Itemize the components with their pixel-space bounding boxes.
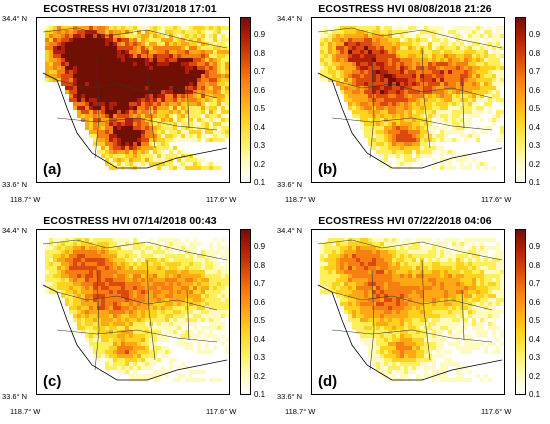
lat-bottom-label: 33.6° N	[2, 392, 28, 401]
lon-right-label: 117.6° W	[481, 407, 512, 416]
panel-label: (d)	[316, 373, 340, 390]
panel-a: ECOSTRESS HVI 07/31/2018 17:01 (a) 34.4°…	[0, 0, 275, 212]
colorbar-tick-label: 0.2	[529, 159, 541, 169]
colorbar-tick-label: 0.8	[254, 48, 266, 58]
lon-right-label: 117.6° W	[481, 195, 512, 204]
panel-label: (b)	[316, 161, 340, 178]
lat-top-label: 34.4° N	[277, 14, 303, 23]
colorbar	[240, 229, 251, 395]
colorbar	[240, 17, 251, 183]
colorbar-tick-label: 0.1	[254, 390, 266, 399]
colorbar-tick-label: 0.2	[254, 159, 266, 169]
panel-label: (c)	[41, 373, 64, 390]
colorbar-tick-label: 0.9	[254, 30, 266, 40]
panel-title: ECOSTRESS HVI 08/08/2018 21:26	[318, 3, 492, 15]
panel-b: ECOSTRESS HVI 08/08/2018 21:26 (b) 34.4°…	[275, 0, 550, 212]
map-c: (c)	[36, 229, 230, 395]
colorbar-tick-label: 0.7	[529, 67, 541, 77]
colorbar-tick-label: 0.8	[529, 260, 541, 270]
colorbar-tick-label: 0.2	[254, 371, 266, 381]
colorbar-tick-label: 0.1	[529, 390, 541, 399]
lat-top-label: 34.4° N	[2, 14, 28, 23]
lat-top-label: 34.4° N	[277, 226, 303, 235]
lat-bottom-label: 33.6° N	[2, 180, 28, 189]
colorbar	[515, 229, 526, 395]
lon-left-label: 118.7° W	[285, 195, 316, 204]
colorbar-tick-label: 0.7	[254, 279, 266, 289]
panel-title: ECOSTRESS HVI 07/22/2018 04:06	[318, 215, 492, 227]
colorbar-tick-label: 0.9	[254, 242, 266, 252]
panel-title: ECOSTRESS HVI 07/14/2018 00:43	[43, 215, 217, 227]
colorbar-tick-label: 0.1	[254, 178, 266, 187]
panel-d: ECOSTRESS HVI 07/22/2018 04:06 (d) 34.4°…	[275, 212, 550, 424]
panel-title: ECOSTRESS HVI 07/31/2018 17:01	[43, 3, 217, 15]
colorbar-tick-label: 0.5	[529, 316, 541, 326]
colorbar-tick-label: 0.6	[254, 85, 266, 95]
lat-bottom-label: 33.6° N	[277, 392, 303, 401]
lat-top-label: 34.4° N	[2, 226, 28, 235]
colorbar-tick-label: 0.8	[529, 48, 541, 58]
colorbar-tick-label: 0.3	[254, 141, 266, 151]
colorbar-tick-label: 0.1	[529, 178, 541, 187]
colorbar-tick-label: 0.5	[254, 316, 266, 326]
colorbar-tick-label: 0.4	[529, 122, 541, 132]
lon-left-label: 118.7° W	[10, 407, 41, 416]
colorbar-tick-label: 0.4	[529, 334, 541, 344]
map-a: (a)	[36, 17, 230, 183]
colorbar-tick-label: 0.6	[529, 85, 541, 95]
lon-left-label: 118.7° W	[285, 407, 316, 416]
lat-bottom-label: 33.6° N	[277, 180, 303, 189]
colorbar-tick-label: 0.2	[529, 371, 541, 381]
lon-right-label: 117.6° W	[206, 195, 237, 204]
colorbar-tick-label: 0.5	[254, 104, 266, 114]
panel-label: (a)	[41, 161, 64, 178]
panel-c: ECOSTRESS HVI 07/14/2018 00:43 (c) 34.4°…	[0, 212, 275, 424]
colorbar-tick-label: 0.9	[529, 30, 541, 40]
colorbar-tick-label: 0.8	[254, 260, 266, 270]
colorbar-tick-label: 0.4	[254, 334, 266, 344]
colorbar-tick-label: 0.3	[254, 353, 266, 363]
lon-left-label: 118.7° W	[10, 195, 41, 204]
colorbar	[515, 17, 526, 183]
colorbar-tick-label: 0.7	[254, 67, 266, 77]
colorbar-tick-label: 0.9	[529, 242, 541, 252]
lon-right-label: 117.6° W	[206, 407, 237, 416]
colorbar-tick-label: 0.6	[529, 297, 541, 307]
colorbar-tick-label: 0.3	[529, 141, 541, 151]
map-d: (d)	[311, 229, 505, 395]
colorbar-tick-label: 0.6	[254, 297, 266, 307]
colorbar-tick-label: 0.5	[529, 104, 541, 114]
colorbar-tick-label: 0.7	[529, 279, 541, 289]
map-b: (b)	[311, 17, 505, 183]
colorbar-tick-label: 0.3	[529, 353, 541, 363]
colorbar-tick-label: 0.4	[254, 122, 266, 132]
